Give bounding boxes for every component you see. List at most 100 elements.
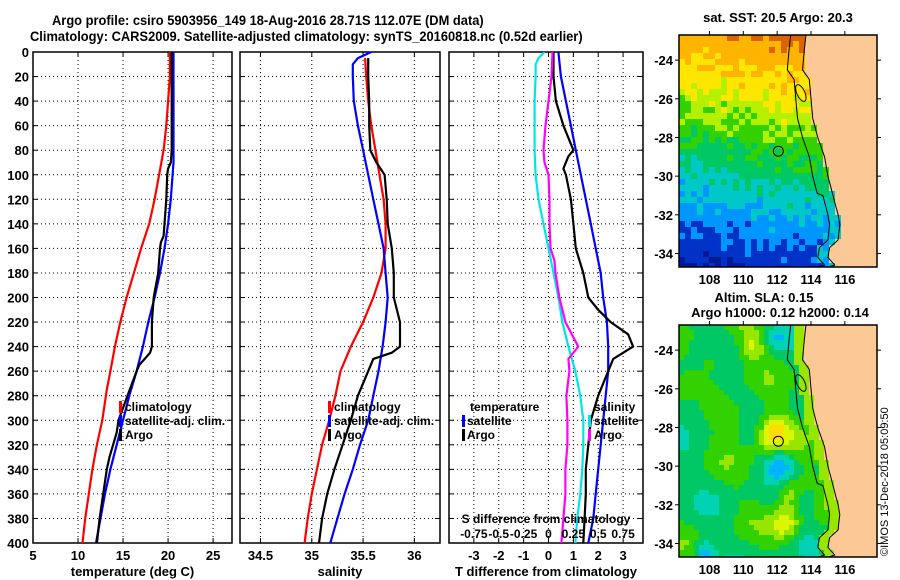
map-cell — [703, 197, 710, 204]
map-cell — [744, 345, 750, 351]
map-cell — [709, 143, 716, 150]
map-cell — [871, 215, 877, 222]
map-cell — [697, 83, 704, 90]
map-cell — [864, 550, 870, 556]
map-cell — [859, 540, 865, 546]
map-cell — [869, 405, 875, 411]
map-cell — [829, 415, 835, 421]
map-cell — [751, 41, 758, 48]
map-cell — [769, 350, 775, 356]
map-cell — [835, 173, 842, 180]
map-cell — [749, 520, 755, 526]
map-cell — [757, 257, 764, 264]
map-cell — [793, 131, 800, 138]
map-cell — [769, 545, 775, 551]
map-cell — [744, 460, 750, 466]
map-cell — [739, 405, 745, 411]
map-cell — [805, 95, 812, 102]
map-cell — [793, 197, 800, 204]
map-cell — [871, 209, 877, 216]
map-cell — [874, 365, 877, 371]
map-cell — [729, 450, 735, 456]
map-cell — [793, 161, 800, 168]
map-cell — [799, 239, 806, 246]
legend-swatch — [462, 429, 465, 441]
map-cell — [859, 475, 865, 481]
map-cell — [859, 167, 866, 174]
map-cell — [724, 540, 730, 546]
map-cell — [769, 385, 775, 391]
map-cell — [769, 520, 775, 526]
map-cell — [847, 197, 854, 204]
map-cell — [814, 540, 820, 546]
map-cell — [834, 335, 840, 341]
map-cell — [744, 340, 750, 346]
map-cell — [679, 400, 685, 406]
map-cell — [853, 227, 860, 234]
map-cell — [859, 191, 866, 198]
map-cell — [823, 257, 830, 264]
map-cell — [749, 495, 755, 501]
map-cell — [745, 209, 752, 216]
map-cell — [819, 420, 825, 426]
map-cell — [871, 47, 877, 54]
map-cell — [775, 161, 782, 168]
map-cell — [734, 385, 740, 391]
map-cell — [739, 470, 745, 476]
map-cell — [799, 545, 805, 551]
map-cell — [774, 340, 780, 346]
map-cell — [733, 167, 740, 174]
map-cell — [819, 430, 825, 436]
map-cell — [764, 535, 770, 541]
map-cell — [841, 53, 848, 60]
legend-swatch — [119, 415, 122, 427]
map-cell — [704, 390, 710, 396]
map-cell — [764, 345, 770, 351]
map-cell — [844, 415, 850, 421]
map-cell — [829, 47, 836, 54]
map-cell — [805, 107, 812, 114]
map-cell — [739, 53, 746, 60]
map-cell — [715, 257, 722, 264]
map-cell — [703, 77, 710, 84]
map-cell — [874, 455, 877, 461]
map-cell — [689, 525, 695, 531]
map-cell — [704, 355, 710, 361]
map-cell — [719, 520, 725, 526]
map-cell — [697, 53, 704, 60]
map-cell — [721, 221, 728, 228]
map-cell — [805, 53, 812, 60]
map-cell — [774, 420, 780, 426]
map-cell — [854, 355, 860, 361]
map-cell — [757, 155, 764, 162]
map-cell — [709, 385, 715, 391]
map-cell — [844, 395, 850, 401]
map-cell — [814, 325, 820, 331]
map-cell — [864, 485, 870, 491]
map-cell — [729, 520, 735, 526]
map-cell — [819, 445, 825, 451]
map-cell — [724, 385, 730, 391]
series-line-climatology — [303, 58, 387, 543]
map-cell — [763, 59, 770, 66]
map-cell — [811, 101, 818, 108]
map-cell — [814, 380, 820, 386]
map-cell — [804, 415, 810, 421]
map-cell — [804, 505, 810, 511]
map-cell — [691, 155, 698, 162]
map-cell — [757, 77, 764, 84]
map-cell — [704, 440, 710, 446]
map-cell — [733, 233, 740, 240]
map-cell — [727, 239, 734, 246]
map-cell — [874, 360, 877, 366]
map-cell — [844, 365, 850, 371]
map-cell — [839, 550, 845, 556]
y-tick-label: 0 — [22, 45, 29, 60]
map-cell — [744, 430, 750, 436]
map-cell — [799, 430, 805, 436]
map-cell — [854, 430, 860, 436]
map-cell — [734, 440, 740, 446]
map-cell — [694, 415, 700, 421]
map-cell — [739, 555, 745, 557]
map-cell — [839, 535, 845, 541]
